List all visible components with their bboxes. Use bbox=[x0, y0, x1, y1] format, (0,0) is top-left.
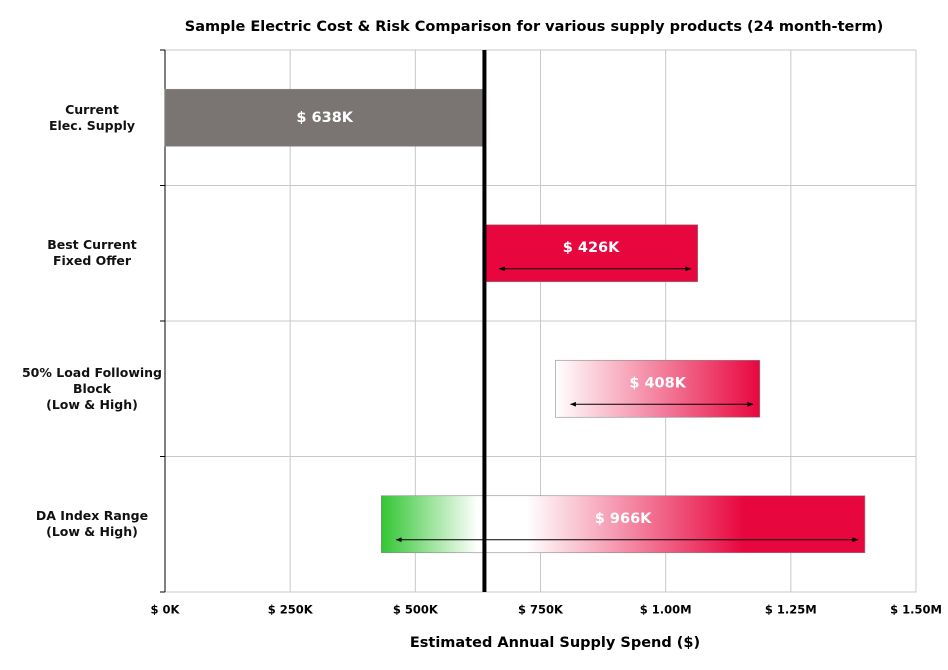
x-tick-label: $ 750K bbox=[518, 603, 564, 617]
chart-title: Sample Electric Cost & Risk Comparison f… bbox=[185, 19, 883, 35]
x-tick-label: $ 250K bbox=[268, 603, 314, 617]
x-axis-title: Estimated Annual Supply Spend ($) bbox=[410, 635, 700, 651]
bar bbox=[555, 359, 761, 418]
data-label: $ 966K bbox=[595, 511, 652, 527]
bar bbox=[484, 224, 699, 283]
x-tick-label: $ 1.50M bbox=[890, 603, 942, 617]
y-tick-label: Current Elec. Supply bbox=[48, 101, 136, 133]
x-tick-label: $ 1.25M bbox=[765, 603, 817, 617]
data-label: $ 638K bbox=[296, 110, 353, 126]
y-tick-label: 50% Load Following Block (Low & High) bbox=[21, 364, 162, 412]
x-tick-label: $ 0K bbox=[151, 603, 181, 617]
x-tick-label: $ 500K bbox=[393, 603, 439, 617]
data-label: $ 426K bbox=[563, 240, 620, 256]
y-tick-label: Best Current Fixed Offer bbox=[47, 237, 137, 269]
x-tick-label: $ 1.00M bbox=[640, 603, 692, 617]
bar bbox=[380, 495, 866, 554]
data-label: $ 408K bbox=[629, 375, 686, 391]
bar bbox=[164, 88, 485, 147]
y-tick-label: DA Index Range (Low & High) bbox=[35, 508, 149, 540]
